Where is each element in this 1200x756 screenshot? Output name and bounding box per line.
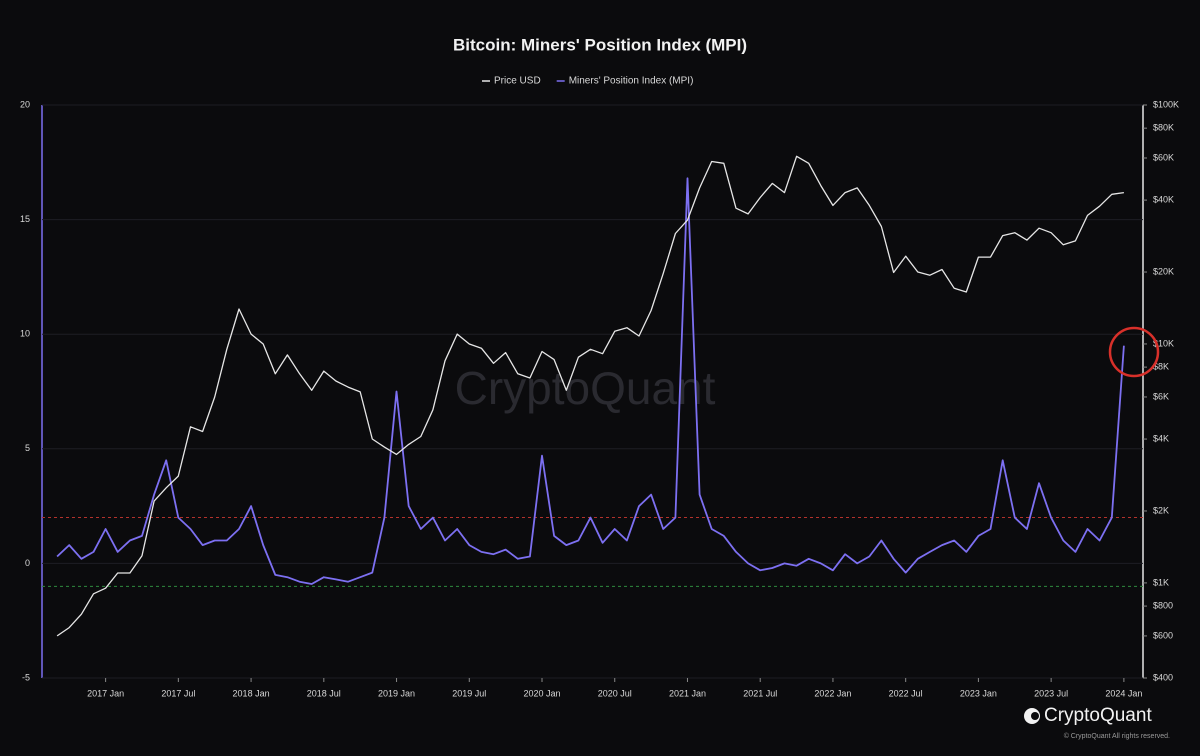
y2-tick-label: $60K xyxy=(1153,152,1174,162)
y2-tick-label: $20K xyxy=(1153,266,1174,276)
x-tick-label: 2017 Jan xyxy=(87,688,124,698)
y-tick-label: 20 xyxy=(20,99,30,109)
x-tick-label: 2021 Jan xyxy=(669,688,706,698)
y2-tick-label: $10K xyxy=(1153,338,1174,348)
x-tick-label: 2021 Jul xyxy=(743,688,777,698)
x-tick-label: 2022 Jan xyxy=(814,688,851,698)
mpi-line xyxy=(56,177,1125,585)
legend-label: Miners' Position Index (MPI) xyxy=(569,76,694,87)
legend-label: Price USD xyxy=(494,76,541,87)
y2-tick-label: $4K xyxy=(1153,433,1169,443)
y2-tick-label: $6K xyxy=(1153,391,1169,401)
x-tick-label: 2018 Jul xyxy=(307,688,341,698)
highlight-circle xyxy=(1108,326,1160,378)
y2-tick-label: $100K xyxy=(1153,99,1179,109)
watermark: CryptoQuant xyxy=(455,362,716,414)
y-tick-label: -5 xyxy=(22,672,30,682)
y2-tick-label: $1K xyxy=(1153,577,1169,587)
copyright: © CryptoQuant All rights reserved. xyxy=(1064,732,1170,740)
x-tick-label: 2020 Jan xyxy=(523,688,560,698)
logo: CryptoQuant xyxy=(1044,705,1152,726)
x-tick-label: 2023 Jan xyxy=(960,688,997,698)
y-tick-label: 0 xyxy=(25,558,30,568)
x-tick-label: 2018 Jan xyxy=(233,688,270,698)
x-tick-label: 2024 Jan xyxy=(1105,688,1142,698)
y2-tick-label: $40K xyxy=(1153,194,1174,204)
y-tick-label: 15 xyxy=(20,214,30,224)
y2-tick-label: $800 xyxy=(1153,600,1173,610)
x-tick-label: 2017 Jul xyxy=(161,688,195,698)
x-tick-label: 2019 Jul xyxy=(452,688,486,698)
x-tick-label: 2023 Jul xyxy=(1034,688,1068,698)
chart-title: Bitcoin: Miners' Position Index (MPI) xyxy=(453,35,747,54)
plot: -5 0 5 10 15 20 $100K $80K $60K $40K $20K $10K $8K $6… xyxy=(20,99,1179,698)
y2-tick-label: $80K xyxy=(1153,123,1174,133)
x-tick-label: 2020 Jul xyxy=(598,688,632,698)
y2-tick-label: $400 xyxy=(1153,672,1173,682)
y-tick-label: 10 xyxy=(20,329,30,339)
y2-tick-label: $600 xyxy=(1153,630,1173,640)
price-line xyxy=(56,155,1124,637)
y2-tick-label: $2K xyxy=(1153,505,1169,515)
x-tick-label: 2022 Jul xyxy=(889,688,923,698)
y2-tick-label: $8K xyxy=(1153,361,1169,371)
logo-icon-cut xyxy=(1031,712,1039,720)
x-tick-label: 2019 Jan xyxy=(378,688,415,698)
y-tick-label: 5 xyxy=(25,443,30,453)
